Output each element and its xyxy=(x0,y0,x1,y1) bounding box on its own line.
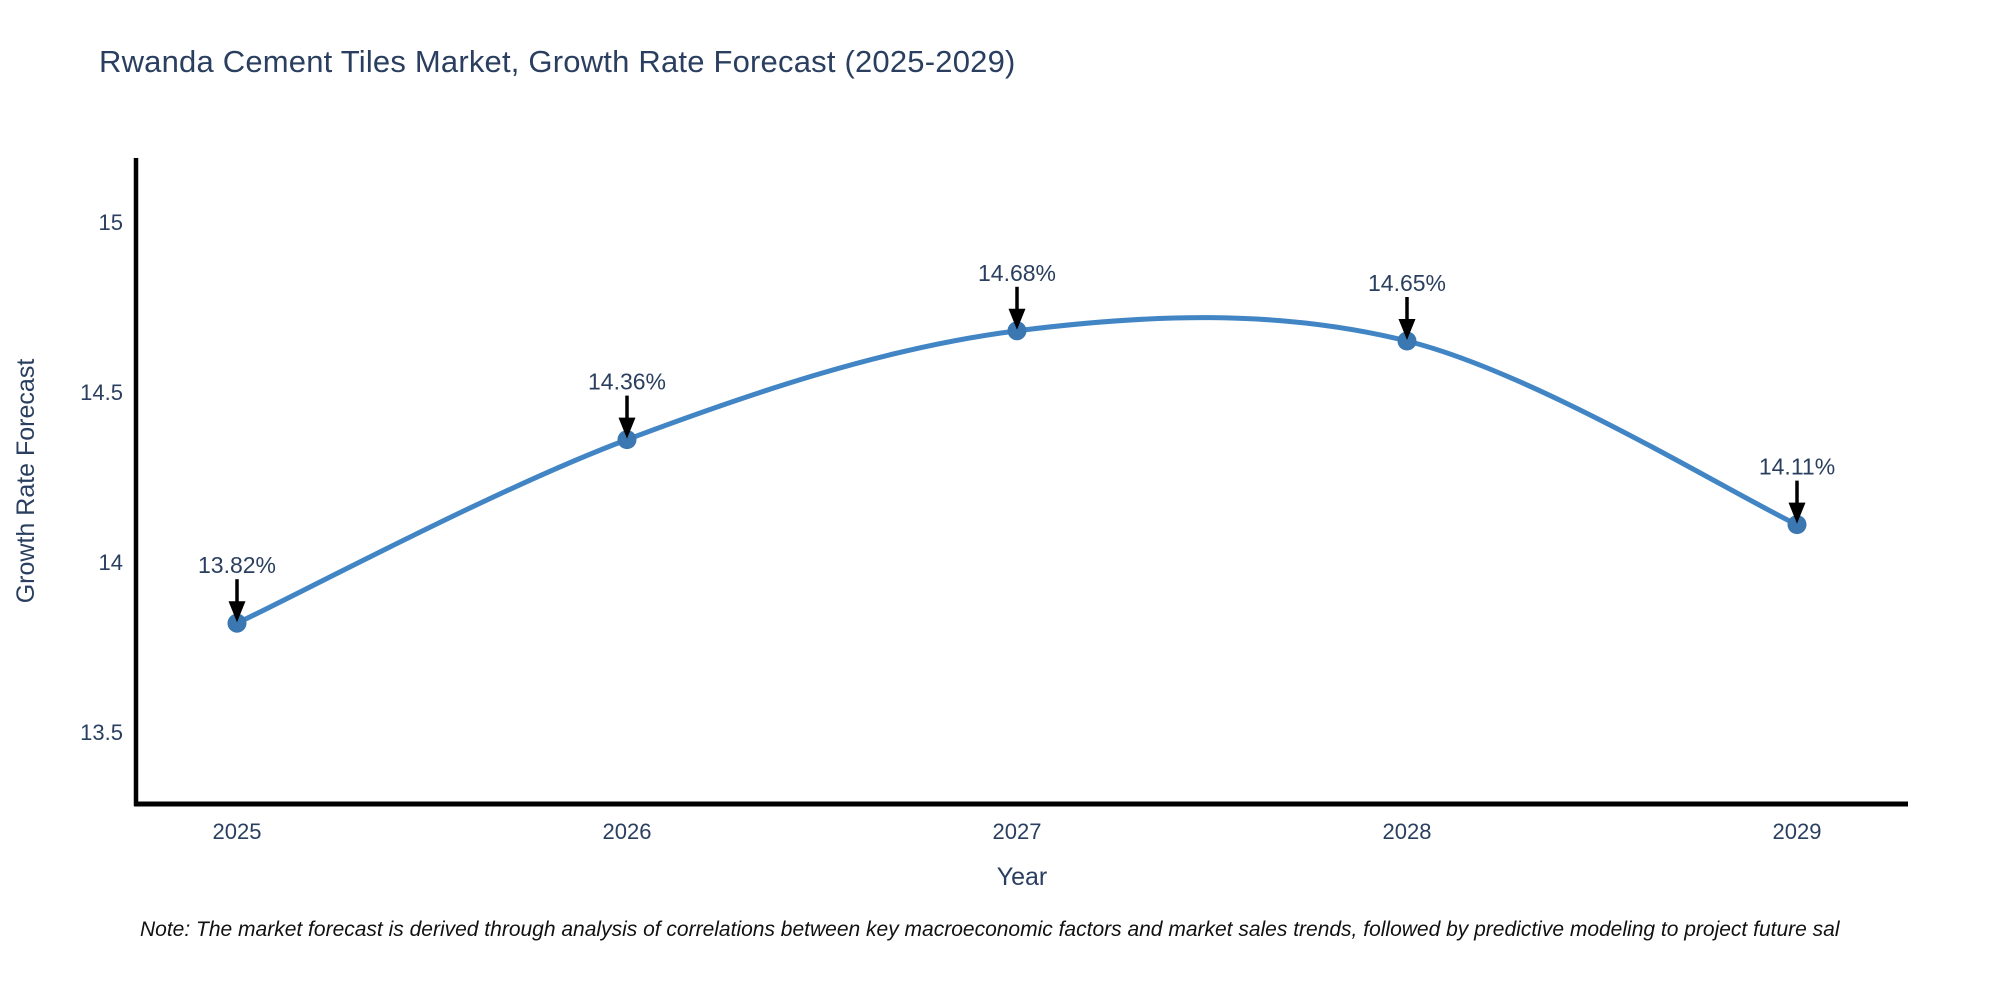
y-tick-label: 14 xyxy=(99,550,123,575)
x-tick-label: 2028 xyxy=(1383,819,1432,844)
annotation-arrowhead-icon xyxy=(1788,502,1806,524)
point-annotation-label: 14.68% xyxy=(978,260,1056,286)
point-annotation-label: 13.82% xyxy=(198,552,276,578)
chart-title: Rwanda Cement Tiles Market, Growth Rate … xyxy=(99,44,1016,79)
y-tick-label: 14.5 xyxy=(80,380,123,405)
data-point-marker xyxy=(1007,321,1027,341)
x-tick-label: 2026 xyxy=(603,819,652,844)
annotation-arrowhead-icon xyxy=(1008,308,1026,330)
x-tick-label: 2029 xyxy=(1773,819,1822,844)
annotation-arrowhead-icon xyxy=(1398,319,1416,340)
annotation-arrowhead-icon xyxy=(618,417,636,439)
chart-footnote: Note: The market forecast is derived thr… xyxy=(140,918,1840,941)
annotation-arrowhead-icon xyxy=(228,601,246,623)
x-tick-label: 2025 xyxy=(213,819,262,844)
data-point-marker xyxy=(1397,331,1417,351)
point-annotation-label: 14.36% xyxy=(588,369,666,395)
y-tick-label: 13.5 xyxy=(80,720,123,745)
data-point-marker xyxy=(617,430,637,450)
x-tick-label: 2027 xyxy=(993,819,1042,844)
point-annotation-label: 14.65% xyxy=(1368,270,1446,296)
data-point-marker xyxy=(227,613,247,633)
point-annotation-label: 14.11% xyxy=(1759,454,1835,480)
y-tick-label: 15 xyxy=(99,210,123,235)
series-line xyxy=(234,315,1800,626)
x-axis-title: Year xyxy=(997,863,1048,891)
y-axis-title: Growth Rate Forecast xyxy=(12,359,40,604)
data-point-marker xyxy=(1787,515,1807,535)
